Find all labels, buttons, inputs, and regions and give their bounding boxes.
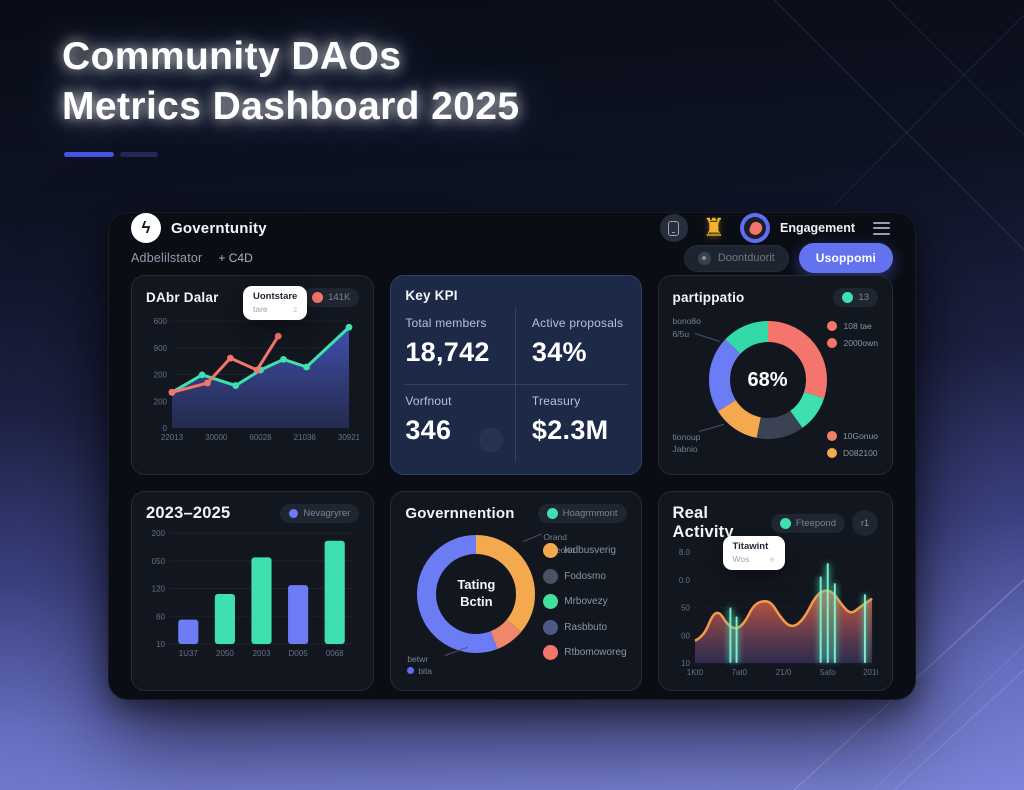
svg-text:60: 60 <box>156 612 165 621</box>
governance-callout-bottom: betwr bita <box>407 653 433 677</box>
logo-glyph: ϟ <box>141 218 151 237</box>
svg-text:600: 600 <box>154 317 168 326</box>
svg-text:22013: 22013 <box>161 433 184 442</box>
page-title: Community DAOs Metrics Dashboard 2025 <box>62 35 520 128</box>
svg-text:21036: 21036 <box>294 433 317 442</box>
primary-button[interactable]: Usoppomi <box>798 243 893 273</box>
kpi-treasury: Treasury $2.3M <box>531 394 609 445</box>
title-underline <box>64 151 520 157</box>
svg-text:00: 00 <box>681 631 690 640</box>
card-real-activity: Real Activity Fteepond r1 8.0 0.0 50 00 10 1K… <box>657 491 893 691</box>
participation-label-top-left: bono8o 6/5u <box>672 316 701 339</box>
card-participation: partippatio 13 68% bono8o 6/5u <box>657 275 893 475</box>
cards-grid: DAbr Dalar ✦ hein 141K 60090020020002201… <box>109 273 915 705</box>
secondary-button-label: Doontduorit <box>717 252 775 264</box>
card-governance: Governnention Hoagrmmont Tating Bctin Or… <box>390 491 642 691</box>
green-dot-icon <box>546 508 558 519</box>
svg-text:2010: 2010 <box>863 668 878 677</box>
kpi-total-members: Total members 18,742 <box>405 307 516 385</box>
ghost-circle <box>478 428 503 452</box>
svg-text:30000: 30000 <box>205 433 228 442</box>
activity-title: Real Activity <box>672 504 734 541</box>
phone-icon <box>668 220 680 236</box>
svg-text:0068: 0068 <box>326 649 344 658</box>
svg-text:1U37: 1U37 <box>179 649 199 658</box>
card-dao-chart: DAbr Dalar ✦ hein 141K 60090020020002201… <box>131 275 375 475</box>
brand-logo-icon[interactable]: ϟ <box>131 213 161 243</box>
dao-line-chart: 600 900 200 200 0 22013 30000 60028 21036 30921 <box>146 313 361 443</box>
participation-legend-bottom: 10Gonuo D082100 <box>827 431 878 458</box>
blue-dot-icon <box>289 509 299 518</box>
menu-icon[interactable] <box>870 219 893 238</box>
participation-label-bottom-left: tionoup Jabnio <box>672 431 701 455</box>
governance-badge[interactable]: Hoagrmmont <box>537 504 627 523</box>
dao-tooltip: Uontstare tare z <box>243 286 308 320</box>
svg-text:200: 200 <box>154 371 168 380</box>
svg-text:2003: 2003 <box>253 649 271 658</box>
svg-text:10: 10 <box>156 640 165 649</box>
dao-badge-2[interactable]: 141K <box>303 288 360 307</box>
svg-text:D005: D005 <box>289 649 309 658</box>
svg-text:200: 200 <box>152 529 166 538</box>
svg-text:2050: 2050 <box>216 649 234 658</box>
svg-text:50: 50 <box>681 604 690 613</box>
dashboard-header: ϟ Governtunity ♜ Engagement <box>109 213 915 243</box>
dashboard-toolbar: Adbelilstator + C4D Doontduorit Usoppomi <box>109 243 915 273</box>
hero-section: Community DAOs Metrics Dashboard 2025 <box>62 32 520 157</box>
kpi-active-proposals: Active proposals 34% <box>515 307 627 385</box>
participation-badge[interactable]: 13 <box>833 288 878 307</box>
kpi-grid: Total members 18,742 Active proposals 34… <box>405 307 627 462</box>
dashboard-window: ϟ Governtunity ♜ Engagement Adbelilstato… <box>108 212 916 700</box>
card-key-kpi: Key KPI Total members 18,742 Active prop… <box>390 275 642 475</box>
activity-tooltip: Titawint Wos e <box>722 536 785 570</box>
years-badge[interactable]: Nevagryrer <box>280 504 360 523</box>
svg-text:120: 120 <box>152 585 166 594</box>
governance-title: Governnention <box>405 505 515 522</box>
target-icon <box>697 251 711 265</box>
participation-donut-chart <box>708 321 827 439</box>
svg-text:30921: 30921 <box>338 433 359 442</box>
years-bar-chart: 200 050 120 60 10 1U37 2050 2003 D005 0068 <box>146 527 359 659</box>
svg-text:21/0: 21/0 <box>775 668 791 677</box>
participation-legend-top: 108 tae 2000own <box>827 321 878 348</box>
svg-text:1Kt0: 1Kt0 <box>686 668 703 677</box>
breadcrumb-sub: + C4D <box>218 251 253 265</box>
user-label: Engagement <box>779 221 855 235</box>
card-years-bars: 2023–2025 Nevagryrer 200 050 120 60 10 1U37 20… <box>131 491 375 691</box>
kpi-vorfnout: Vorfnout 346 <box>405 385 516 462</box>
svg-text:8.0: 8.0 <box>678 548 690 557</box>
breadcrumb: Adbelilstator <box>131 251 203 265</box>
card-dao-title: DAbr Dalar <box>146 290 219 305</box>
svg-text:050: 050 <box>152 557 166 566</box>
green-dot-icon <box>842 292 854 303</box>
svg-text:0.0: 0.0 <box>678 576 690 585</box>
years-title: 2023–2025 <box>146 504 231 522</box>
svg-text:5afo: 5afo <box>819 668 835 677</box>
governance-donut-chart <box>417 535 536 653</box>
kpi-title: Key KPI <box>405 288 458 303</box>
svg-text:900: 900 <box>154 344 168 353</box>
header-actions: ♜ Engagement <box>659 213 893 243</box>
governance-callout-top: Orand Fureono <box>543 532 575 555</box>
activity-refresh-button[interactable]: r1 <box>852 510 878 536</box>
svg-text:7at0: 7at0 <box>731 668 747 677</box>
primary-button-label: Usoppomi <box>815 251 876 265</box>
activity-badge[interactable]: Fteepond <box>770 513 845 533</box>
governance-legend: Iodbusverig Fodosmo Mrbovezy Rasbbuto Rt… <box>543 543 627 660</box>
svg-text:0: 0 <box>163 424 168 433</box>
avatar[interactable] <box>739 213 770 243</box>
device-button[interactable] <box>659 214 688 242</box>
svg-text:200: 200 <box>154 397 168 406</box>
svg-text:10: 10 <box>681 659 690 668</box>
secondary-button[interactable]: Doontduorit <box>683 244 789 272</box>
blue-dot-icon <box>407 667 415 675</box>
svg-text:60028: 60028 <box>249 433 272 442</box>
salmon-dot-icon <box>312 292 324 303</box>
participation-title: partippatio <box>672 290 745 305</box>
rook-trophy-icon[interactable]: ♜ <box>702 213 725 242</box>
brand-name: Governtunity <box>171 219 267 237</box>
green-dot-icon <box>779 517 791 529</box>
